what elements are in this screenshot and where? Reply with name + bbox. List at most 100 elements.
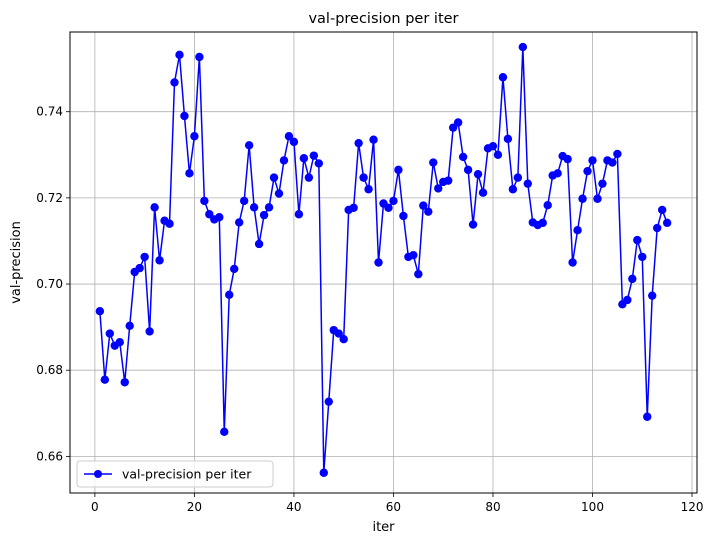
data-point [478, 188, 488, 197]
data-point [190, 132, 199, 141]
data-point [453, 118, 463, 127]
data-point [170, 78, 179, 87]
chart-title: val-precision per iter [308, 11, 458, 27]
data-point [294, 210, 304, 219]
data-point [488, 141, 498, 151]
y-tick-label: 0.70 [36, 277, 63, 291]
data-point [234, 218, 244, 227]
data-point [598, 179, 607, 188]
x-tick-label: 20 [187, 500, 202, 514]
data-point [324, 397, 333, 406]
data-point [633, 235, 642, 245]
data-point [180, 111, 189, 121]
data-point [573, 225, 582, 235]
data-point [140, 252, 149, 262]
x-tick-label: 0 [91, 500, 99, 514]
data-point [652, 223, 662, 233]
series-layer [95, 42, 672, 477]
data-point [279, 156, 289, 165]
data-point [269, 173, 279, 182]
y-tick-label: 0.72 [36, 191, 63, 205]
data-point [359, 173, 368, 182]
y-tick-label: 0.66 [36, 449, 63, 463]
data-point [638, 252, 647, 262]
data-point [623, 295, 632, 305]
data-point [319, 468, 328, 477]
data-point [225, 290, 234, 300]
data-point [195, 52, 204, 62]
data-point [662, 218, 672, 228]
data-point [434, 184, 443, 193]
data-point [657, 205, 667, 215]
data-point [304, 173, 314, 182]
data-point [284, 132, 294, 141]
data-point [493, 150, 503, 159]
legend-label: val-precision per iter [122, 467, 252, 482]
data-point [339, 334, 348, 344]
data-point [175, 50, 184, 60]
data-point [299, 154, 309, 163]
data-point [503, 134, 513, 144]
data-point [409, 250, 418, 260]
y-axis-label: val-precision [9, 221, 24, 304]
data-point [448, 123, 458, 132]
data-point [468, 220, 478, 229]
data-point [145, 327, 154, 336]
data-point [254, 239, 264, 249]
x-tick-label: 100 [581, 500, 604, 514]
data-point [100, 375, 110, 384]
x-tick-label: 80 [485, 500, 500, 514]
data-point [578, 194, 587, 203]
data-point [399, 211, 408, 221]
data-point [628, 274, 637, 284]
data-point [443, 176, 453, 185]
data-point [230, 264, 239, 274]
y-axis-ticks: 0.66 0.68 0.70 0.72 0.74 [36, 105, 70, 463]
grid-lines [70, 32, 697, 493]
data-point [543, 201, 552, 210]
x-tick-label: 120 [681, 500, 704, 514]
data-point [518, 42, 528, 52]
data-point [135, 263, 144, 273]
data-point [95, 306, 105, 316]
data-point [593, 194, 602, 203]
data-point [120, 378, 129, 387]
data-point [354, 138, 363, 148]
data-point [264, 203, 274, 212]
data-point [185, 169, 194, 178]
data-point [389, 196, 398, 206]
data-point [419, 201, 428, 210]
data-point [200, 196, 209, 206]
legend-marker-swatch [94, 470, 102, 478]
data-point [613, 149, 622, 159]
data-point [384, 203, 393, 212]
data-point [538, 218, 547, 228]
legend-box [76, 460, 274, 488]
data-point [205, 210, 214, 219]
data-point [244, 141, 254, 150]
data-point [568, 258, 577, 267]
data-point [553, 169, 562, 178]
y-tick-label: 0.74 [36, 105, 63, 119]
data-point [508, 185, 518, 194]
data-point [473, 169, 483, 179]
data-point [583, 166, 592, 176]
data-point [314, 159, 324, 168]
data-point [215, 213, 224, 222]
y-tick-label: 0.68 [36, 363, 63, 377]
data-point [220, 427, 229, 437]
data-point [309, 151, 319, 160]
data-point [429, 158, 438, 167]
data-point [259, 210, 269, 220]
data-point [648, 291, 657, 300]
x-axis-label: iter [372, 520, 395, 535]
data-point [608, 158, 617, 167]
data-point [424, 207, 433, 216]
data-point [249, 203, 259, 212]
data-point [643, 412, 652, 421]
data-point [498, 73, 508, 82]
data-point [463, 165, 473, 175]
x-tick-label: 60 [386, 500, 401, 514]
